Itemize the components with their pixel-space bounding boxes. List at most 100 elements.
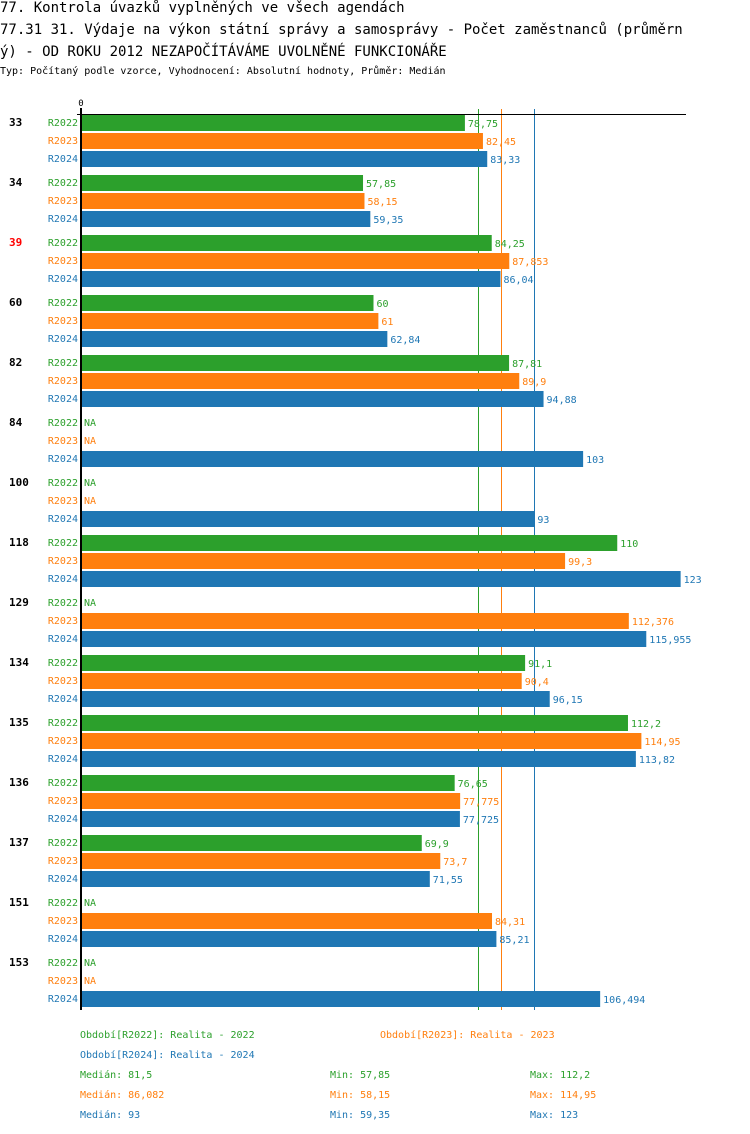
series-label: R2023 [48, 916, 78, 927]
na-label: NA [84, 436, 96, 447]
stat-max-r2024: Max: 123 [530, 1110, 579, 1121]
series-label: R2023 [48, 796, 78, 807]
series-label: R2022 [48, 178, 78, 189]
stat-min-r2022: Min: 57,85 [330, 1070, 391, 1081]
category-label: 134 [9, 656, 29, 669]
value-label: 112,376 [632, 617, 674, 628]
series-label: R2023 [48, 136, 78, 147]
value-label: 84,31 [495, 917, 525, 928]
stat-max-r2023: Max: 114,95 [530, 1090, 597, 1101]
bar-r2024 [82, 151, 488, 167]
bar-r2022 [82, 355, 510, 371]
value-label: 99,3 [568, 557, 592, 568]
series-label: R2023 [48, 676, 78, 687]
na-label: NA [84, 418, 96, 429]
value-label: 58,15 [367, 197, 397, 208]
bar-r2024 [82, 811, 460, 827]
series-label: R2024 [48, 634, 78, 645]
bar-r2024 [82, 871, 430, 887]
value-label: 115,955 [649, 635, 691, 646]
value-label: 89,9 [522, 377, 546, 388]
report-title: 77. Kontrola úvazků vyplněných ve všech … [0, 0, 405, 16]
bar-r2022 [82, 235, 492, 251]
series-label: R2024 [48, 994, 78, 1005]
category-label: 33 [9, 116, 22, 129]
na-label: NA [84, 496, 96, 507]
series-label: R2024 [48, 394, 78, 405]
legend-period-r2023: Období[R2023]: Realita - 2023 [380, 1030, 555, 1041]
bar-r2023 [82, 913, 493, 929]
series-label: R2023 [48, 376, 78, 387]
category-label: 39 [9, 236, 22, 249]
value-label: 123 [684, 575, 702, 586]
bar-r2022 [82, 835, 422, 851]
series-label: R2022 [48, 238, 78, 249]
value-label: 60 [377, 299, 389, 310]
series-label: R2023 [48, 616, 78, 627]
series-label: R2022 [48, 418, 78, 429]
value-label: 86,04 [503, 275, 533, 286]
bar-r2023 [82, 133, 483, 149]
value-label: 87,81 [512, 359, 542, 370]
category-label: 153 [9, 956, 29, 969]
value-label: 77,775 [463, 797, 499, 808]
value-label: 114,95 [644, 737, 680, 748]
series-label: R2022 [48, 118, 78, 129]
value-label: 71,55 [433, 875, 463, 886]
bar-r2022 [82, 295, 374, 311]
series-label: R2022 [48, 718, 78, 729]
category-label: 129 [9, 596, 29, 609]
series-label: R2022 [48, 298, 78, 309]
bar-r2024 [82, 271, 501, 287]
bar-r2024 [82, 211, 371, 227]
series-label: R2022 [48, 478, 78, 489]
series-label: R2023 [48, 976, 78, 987]
stat-median-r2023: Medián: 86,082 [80, 1090, 165, 1101]
category-label: 151 [9, 896, 29, 909]
category-label: 84 [9, 416, 23, 429]
value-label: 84,25 [495, 239, 525, 250]
value-label: 57,85 [366, 179, 396, 190]
chart-subtitle: Typ: Počítaný podle vzorce, Vyhodnocení:… [0, 66, 446, 77]
bar-r2024 [82, 511, 535, 527]
bar-r2022 [82, 775, 455, 791]
category-label: 34 [9, 176, 23, 189]
series-label: R2022 [48, 658, 78, 669]
category-label: 82 [9, 356, 22, 369]
bar-r2022 [82, 715, 628, 731]
series-label: R2023 [48, 496, 78, 507]
bar-r2024 [82, 391, 544, 407]
na-label: NA [84, 598, 96, 609]
value-label: 83,33 [490, 155, 520, 166]
bar-r2023 [82, 673, 522, 689]
series-label: R2024 [48, 454, 78, 465]
legend-period-r2022: Období[R2022]: Realita - 2022 [80, 1030, 255, 1041]
series-label: R2022 [48, 958, 78, 969]
stat-min-r2024: Min: 59,35 [330, 1110, 391, 1121]
bar-r2023 [82, 313, 379, 329]
bar-r2024 [82, 331, 388, 347]
series-label: R2023 [48, 556, 78, 567]
bar-r2024 [82, 451, 584, 467]
series-label: R2022 [48, 598, 78, 609]
value-label: 106,494 [603, 995, 645, 1006]
value-label: 91,1 [528, 659, 552, 670]
value-label: 69,9 [425, 839, 449, 850]
series-label: R2022 [48, 538, 78, 549]
value-label: 77,725 [463, 815, 499, 826]
bar-r2024 [82, 931, 497, 947]
value-label: 78,75 [468, 119, 498, 130]
series-label: R2024 [48, 574, 78, 585]
series-label: R2024 [48, 694, 78, 705]
value-label: 94,88 [547, 395, 577, 406]
chart-title-line-2: ý) - OD ROKU 2012 NEZAPOČÍTÁVÁME UVOLNĚN… [0, 44, 447, 60]
series-label: R2024 [48, 214, 78, 225]
value-label: 73,7 [443, 857, 467, 868]
value-label: 87,853 [512, 257, 548, 268]
bar-r2023 [82, 373, 520, 389]
value-label: 112,2 [631, 719, 661, 730]
series-label: R2022 [48, 898, 78, 909]
value-label: 103 [586, 455, 604, 466]
category-label: 118 [9, 536, 29, 549]
